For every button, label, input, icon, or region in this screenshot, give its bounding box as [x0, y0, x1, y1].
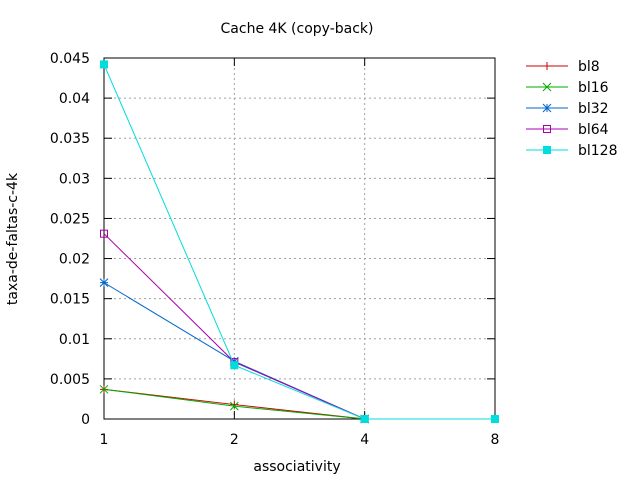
- data-point-marker: [99, 278, 109, 287]
- data-point-marker: [230, 400, 239, 409]
- series-line-bl128: [103, 64, 495, 420]
- x-tick-label: 1: [100, 432, 109, 448]
- data-point-marker: [100, 229, 108, 238]
- chart-title: Cache 4K (copy-back): [221, 21, 374, 37]
- y-axis-title: taxa-de-faltas-c-4k: [5, 172, 21, 305]
- legend-label: bl16: [578, 80, 609, 96]
- y-tick-label: 0.01: [59, 332, 90, 348]
- x-tick-label: 4: [360, 432, 369, 448]
- x-tick-label: 8: [491, 432, 500, 448]
- data-point-marker: [360, 415, 369, 423]
- y-tick-label: 0.03: [59, 171, 90, 187]
- legend-item-bl64: bl64: [526, 122, 609, 138]
- data-point-marker: [100, 60, 108, 69]
- data-point-marker: [491, 415, 499, 423]
- data-point-marker: [229, 401, 239, 411]
- y-tick-labels: 0 0.005 0.01 0.015 0.02 0.025 0.03 0.035 0.04 0.0…: [50, 51, 90, 428]
- plot-frame: [103, 57, 496, 420]
- x-tick-label: 2: [230, 432, 239, 448]
- legend-item-bl128: bl128: [526, 143, 618, 159]
- y-tick-label: 0.045: [50, 51, 90, 67]
- grid-lines: [104, 58, 495, 419]
- legend-label: bl64: [578, 122, 609, 138]
- data-point-marker: [543, 146, 551, 154]
- data-point-marker: [542, 103, 552, 113]
- y-tick-label: 0.04: [59, 91, 90, 107]
- data-point-marker: [230, 361, 239, 370]
- legend-label: bl32: [578, 101, 609, 117]
- data-point-marker: [99, 384, 109, 394]
- x-tick-labels: 1 2 4 8: [100, 432, 500, 448]
- data-point-marker: [229, 356, 239, 366]
- y-tick-label: 0.015: [50, 292, 90, 308]
- y-tick-label: 0: [81, 412, 90, 428]
- legend-item-bl32: bl32: [526, 101, 609, 117]
- data-point-marker: [542, 82, 552, 92]
- y-tick-label: 0.025: [50, 211, 90, 227]
- y-tick-label: 0.035: [50, 131, 90, 147]
- data-point-marker: [543, 125, 551, 133]
- y-tick-label: 0.02: [59, 252, 90, 268]
- series-lines: [99, 60, 499, 424]
- x-axis-title: associativity: [253, 459, 340, 475]
- series-bl128: [100, 60, 499, 423]
- y-tick-label: 0.005: [50, 372, 90, 388]
- legend: bl8 bl16 bl32 bl64 bl128: [526, 59, 618, 159]
- legend-label: bl128: [578, 143, 618, 159]
- data-point-marker: [543, 62, 551, 70]
- legend-item-bl8: bl8: [526, 59, 600, 75]
- legend-item-bl16: bl16: [526, 80, 609, 96]
- legend-label: bl8: [578, 59, 600, 75]
